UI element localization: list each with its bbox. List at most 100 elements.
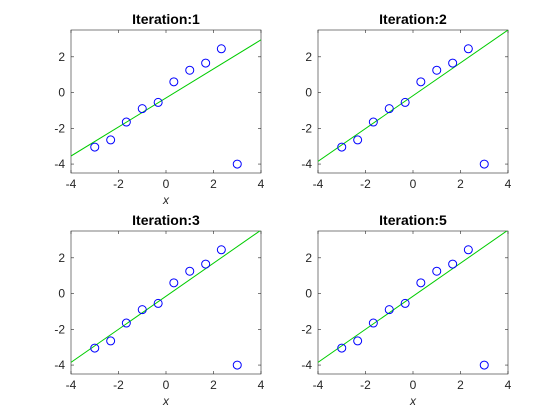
fit-line <box>318 30 508 162</box>
x-tick-label: 2 <box>210 378 217 392</box>
x-tick-label: -4 <box>313 177 324 191</box>
y-tick-label: -4 <box>301 157 312 171</box>
y-tick-label: -2 <box>54 322 65 336</box>
y-tick-label: 2 <box>305 50 312 64</box>
data-point <box>337 142 347 152</box>
data-point <box>448 259 458 269</box>
data-point <box>90 343 100 353</box>
plot-area <box>318 30 508 169</box>
plot-area <box>71 39 261 169</box>
x-tick-label: 4 <box>258 378 265 392</box>
data-point <box>106 135 116 145</box>
data-point <box>448 58 458 68</box>
x-tick-label: -4 <box>66 378 77 392</box>
x-tick-label: 0 <box>410 177 417 191</box>
x-tick-label: 2 <box>210 177 217 191</box>
x-tick-label: -4 <box>313 378 324 392</box>
data-point <box>106 336 116 346</box>
data-point <box>121 117 131 127</box>
data-point <box>432 266 442 276</box>
chart-title: Iteration:1 <box>132 11 200 27</box>
data-point <box>185 65 195 75</box>
y-tick-label: 0 <box>58 86 65 100</box>
subplot-2: -4 -2 0 2 4 -4 -2 0 2 Iteration:2 <box>301 11 511 191</box>
y-tick-label: 2 <box>305 251 312 265</box>
y-tick-label: -4 <box>54 157 65 171</box>
x-tick-label: -2 <box>113 177 124 191</box>
y-tick-label: -4 <box>301 358 312 372</box>
data-point <box>353 135 363 145</box>
data-point <box>216 245 226 255</box>
chart-title: Iteration:5 <box>379 212 447 228</box>
y-tick-label: 0 <box>305 86 312 100</box>
data-point <box>137 305 147 315</box>
y-tick-label: 2 <box>58 251 65 265</box>
subplot-1: -4 -2 0 2 4 -4 -2 0 2 Iteration:1 x <box>54 11 264 207</box>
y-tick-label: 2 <box>58 50 65 64</box>
data-point <box>384 104 394 114</box>
data-point <box>232 360 242 370</box>
x-tick-label: -2 <box>360 378 371 392</box>
x-tick-label: 4 <box>505 378 512 392</box>
fit-line <box>71 231 261 363</box>
data-point <box>353 336 363 346</box>
chart-title: Iteration:2 <box>379 11 447 27</box>
data-point <box>201 58 211 68</box>
x-tick-label: 0 <box>163 177 170 191</box>
plot-area <box>71 231 261 370</box>
data-point <box>400 97 410 107</box>
data-point <box>185 266 195 276</box>
data-point <box>432 65 442 75</box>
data-point <box>232 159 242 169</box>
y-tick-label: -4 <box>54 358 65 372</box>
axes-box <box>317 29 509 174</box>
x-tick-label: -2 <box>113 378 124 392</box>
data-point <box>416 77 426 87</box>
data-point <box>201 259 211 269</box>
x-axis-label: x <box>162 394 170 408</box>
plot-area <box>318 231 508 370</box>
fit-line <box>318 231 508 363</box>
y-tick-label: -2 <box>301 322 312 336</box>
data-point <box>121 318 131 328</box>
data-point <box>479 360 489 370</box>
fit-line <box>71 39 261 157</box>
data-point <box>337 343 347 353</box>
y-tick-label: -2 <box>54 121 65 135</box>
x-tick-label: -2 <box>360 177 371 191</box>
data-point <box>463 44 473 54</box>
data-point <box>463 245 473 255</box>
y-tick-label: 0 <box>58 287 65 301</box>
data-point <box>153 298 163 308</box>
axes-box <box>70 29 262 174</box>
x-axis-label: x <box>162 193 170 207</box>
data-point <box>137 104 147 114</box>
data-point <box>169 278 179 288</box>
axes-box <box>70 230 262 375</box>
data-point <box>416 278 426 288</box>
chart-title: Iteration:3 <box>132 212 200 228</box>
data-point <box>169 77 179 87</box>
x-tick-label: 4 <box>505 177 512 191</box>
x-tick-label: 2 <box>457 177 464 191</box>
axes-box <box>317 230 509 375</box>
data-point <box>368 318 378 328</box>
y-tick-label: 0 <box>305 287 312 301</box>
x-tick-label: 2 <box>457 378 464 392</box>
data-point <box>216 44 226 54</box>
x-axis-label: x <box>409 394 417 408</box>
data-point <box>90 142 100 152</box>
data-point <box>153 97 163 107</box>
x-tick-label: 4 <box>258 177 265 191</box>
y-tick-label: -2 <box>301 121 312 135</box>
x-tick-label: 0 <box>163 378 170 392</box>
data-point <box>479 159 489 169</box>
data-point <box>368 117 378 127</box>
subplot-4: -4 -2 0 2 4 -4 -2 0 2 Iteration:5 x <box>301 212 511 408</box>
data-point <box>400 298 410 308</box>
subplot-3: -4 -2 0 2 4 -4 -2 0 2 Iteration:3 x <box>54 212 264 408</box>
x-tick-label: 0 <box>410 378 417 392</box>
x-tick-label: -4 <box>66 177 77 191</box>
data-point <box>384 305 394 315</box>
